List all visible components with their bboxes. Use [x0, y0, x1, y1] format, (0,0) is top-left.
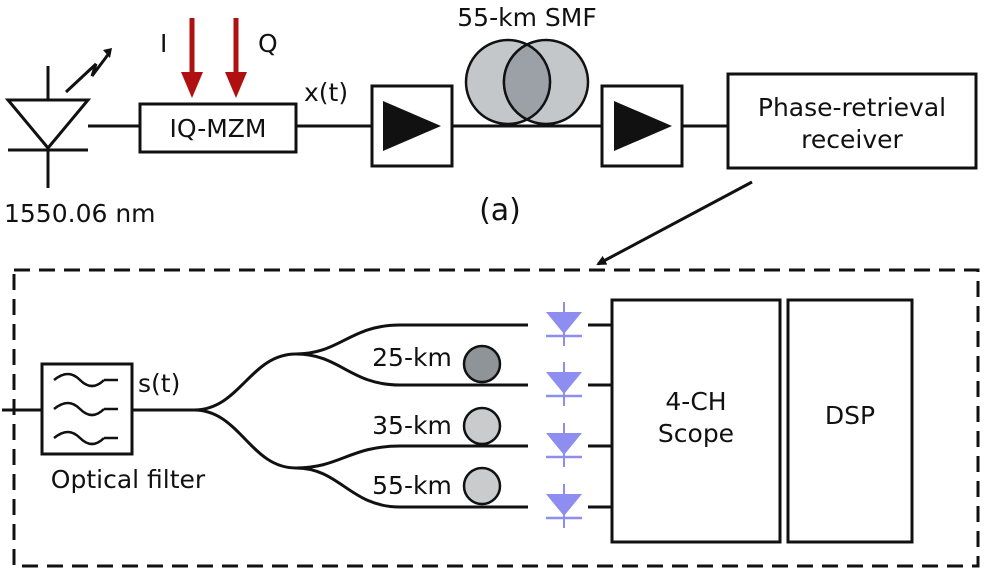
photodiode-1	[546, 302, 582, 346]
splitter-tree	[193, 323, 528, 509]
laser-wavelength-label: 1550.06 nm	[4, 199, 156, 228]
optical-filter-label: Optical filter	[51, 465, 206, 494]
dsp-label: DSP	[825, 401, 875, 430]
scope-inputs	[588, 323, 612, 509]
iq-drive-arrows: I Q	[160, 18, 278, 98]
delay-spool-3: 55-km	[372, 466, 502, 506]
phase-retrieval-receiver-box	[726, 72, 978, 170]
detail-arrow	[596, 180, 753, 266]
spool-label-2: 35-km	[372, 411, 452, 440]
dsp-box	[786, 298, 914, 544]
receiver-label-line2: receiver	[801, 125, 903, 154]
amplifier-2	[600, 84, 684, 168]
optical-filter: Optical filter	[40, 362, 206, 494]
laser-diode-icon	[4, 98, 92, 151]
fiber-spool-55km: 55-km SMF	[457, 3, 597, 126]
st-label: s(t)	[138, 369, 180, 398]
photodiode-4	[546, 484, 582, 528]
xt-label: x(t)	[304, 78, 348, 107]
amplifier-icon	[383, 101, 441, 151]
scope-box	[610, 298, 782, 544]
scope-label-line1: 4-CH	[665, 387, 726, 416]
iq-mzm-label: IQ-MZM	[169, 114, 266, 143]
filter-wave-icon	[53, 372, 118, 446]
iq-mzm-box	[138, 102, 298, 154]
fiber-label: 55-km SMF	[457, 3, 596, 32]
receiver-label-line1: Phase-retrieval	[758, 93, 946, 122]
delay-spool-2: 35-km	[372, 406, 502, 446]
photodiode-3	[546, 423, 582, 467]
delay-spool-1: 25-km	[372, 343, 502, 384]
scope-label-line2: Scope	[658, 419, 734, 448]
emission-icon	[64, 51, 112, 94]
spool-label-1: 25-km	[372, 343, 452, 372]
spool-label-3: 55-km	[372, 471, 452, 500]
q-label: Q	[258, 29, 278, 58]
laser-source: 1550.06 nm	[4, 48, 156, 228]
receiver-detail-frame	[12, 268, 980, 568]
i-label: I	[160, 29, 167, 58]
photodiode-2	[546, 362, 582, 406]
panel-label: (a)	[479, 193, 521, 228]
amplifier-1	[370, 84, 454, 168]
amplifier-icon	[614, 101, 672, 151]
